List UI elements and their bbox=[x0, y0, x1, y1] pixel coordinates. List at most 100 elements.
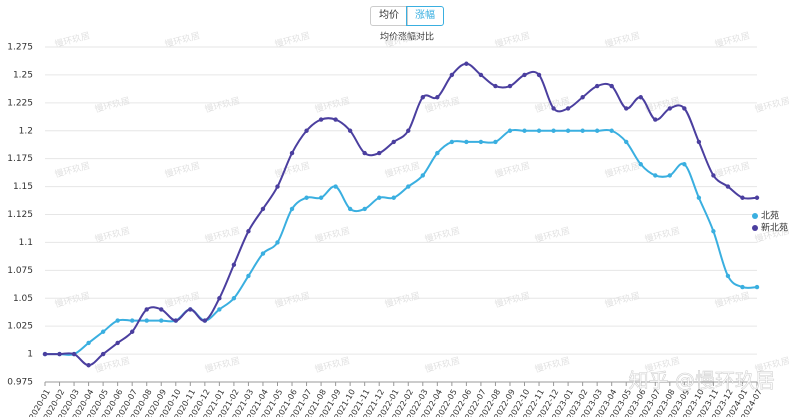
legend-label: 北苑 bbox=[761, 210, 779, 222]
tile-watermark: 慢环玖居 bbox=[273, 289, 311, 310]
tab[interactable]: 均价 bbox=[370, 6, 408, 26]
point bbox=[377, 195, 382, 200]
y-tick-label: 1.15 bbox=[13, 182, 33, 192]
point bbox=[129, 318, 135, 323]
point bbox=[420, 95, 425, 100]
point bbox=[217, 296, 222, 301]
point bbox=[653, 173, 658, 178]
point bbox=[551, 128, 556, 133]
y-tick-label: 1.175 bbox=[7, 154, 33, 164]
tile-watermark: 慢环玖居 bbox=[493, 159, 531, 180]
point bbox=[682, 162, 687, 167]
point bbox=[406, 128, 411, 133]
point bbox=[609, 128, 614, 133]
point bbox=[275, 184, 280, 189]
tile-watermark: 慢环玖居 bbox=[203, 354, 241, 375]
tile-watermark: 慢环玖居 bbox=[713, 289, 751, 310]
tab-active[interactable]: 涨幅 bbox=[406, 6, 444, 26]
point bbox=[740, 195, 745, 200]
tile-watermark: 慢环玖居 bbox=[753, 94, 789, 115]
y-tick-label: 1.025 bbox=[7, 322, 33, 332]
point bbox=[304, 195, 309, 200]
point bbox=[246, 273, 251, 279]
point bbox=[624, 139, 629, 145]
point bbox=[318, 195, 324, 200]
point bbox=[507, 128, 513, 133]
y-tick-label: 1.275 bbox=[7, 43, 33, 53]
point bbox=[202, 318, 208, 323]
point bbox=[696, 139, 702, 145]
point bbox=[478, 139, 484, 145]
point bbox=[86, 340, 91, 346]
point bbox=[536, 128, 542, 133]
point bbox=[435, 150, 440, 156]
y-tick-label: 1.125 bbox=[7, 210, 33, 220]
point bbox=[275, 240, 280, 245]
tile-watermark: 慢环玖居 bbox=[163, 289, 201, 310]
point bbox=[391, 195, 396, 200]
point bbox=[362, 150, 367, 156]
y-tick-label: 1 bbox=[27, 350, 33, 360]
point bbox=[435, 95, 440, 100]
tile-watermark: 慢环玖居 bbox=[163, 159, 201, 180]
tile-watermark: 慢环玖居 bbox=[423, 94, 461, 115]
point bbox=[391, 139, 396, 145]
point bbox=[464, 61, 469, 66]
point bbox=[377, 150, 382, 156]
tile-watermark: 慢环玖居 bbox=[603, 159, 641, 180]
point bbox=[100, 329, 106, 334]
tile-watermark: 慢环玖居 bbox=[423, 354, 461, 375]
point bbox=[289, 206, 295, 212]
tile-watermark: 慢环玖居 bbox=[53, 289, 91, 310]
tile-watermark: 慢环玖居 bbox=[493, 289, 531, 310]
tile-watermark: 慢环玖居 bbox=[603, 289, 641, 310]
point bbox=[493, 83, 498, 89]
point bbox=[522, 128, 527, 133]
point bbox=[478, 72, 484, 78]
point bbox=[536, 72, 542, 78]
legend-swatch bbox=[752, 225, 758, 231]
tile-watermark: 慢环玖居 bbox=[203, 94, 241, 115]
point bbox=[464, 139, 469, 145]
point bbox=[289, 150, 295, 156]
point bbox=[347, 206, 353, 212]
point bbox=[696, 195, 702, 200]
point bbox=[682, 106, 687, 111]
point bbox=[362, 206, 367, 212]
point bbox=[159, 307, 164, 312]
point bbox=[57, 351, 62, 357]
tile-watermark: 慢环玖居 bbox=[273, 159, 311, 180]
point bbox=[624, 106, 629, 111]
point bbox=[333, 117, 338, 122]
point bbox=[522, 72, 527, 78]
point bbox=[565, 128, 571, 133]
point bbox=[71, 351, 77, 357]
tile-watermark: 慢环玖居 bbox=[93, 94, 131, 115]
point bbox=[347, 128, 353, 133]
tile-watermark: 慢环玖居 bbox=[383, 159, 421, 180]
point bbox=[609, 83, 614, 89]
point bbox=[740, 284, 745, 290]
point bbox=[144, 307, 149, 312]
tile-watermark: 慢环玖居 bbox=[53, 159, 91, 180]
point bbox=[333, 184, 338, 189]
point bbox=[188, 307, 193, 312]
point bbox=[159, 318, 164, 323]
point bbox=[638, 162, 643, 167]
point bbox=[667, 173, 673, 178]
point bbox=[318, 117, 324, 122]
point bbox=[231, 296, 237, 301]
point bbox=[580, 128, 585, 133]
point bbox=[594, 128, 600, 133]
y-tick-label: 0.975 bbox=[7, 378, 33, 388]
point bbox=[115, 340, 120, 346]
point bbox=[725, 184, 731, 189]
point bbox=[100, 351, 106, 357]
legend-label: 新北苑 bbox=[761, 222, 788, 234]
point bbox=[551, 106, 556, 111]
legend-swatch bbox=[752, 213, 758, 219]
y-tick-label: 1.05 bbox=[13, 294, 33, 304]
point bbox=[420, 173, 425, 178]
point bbox=[711, 173, 716, 178]
